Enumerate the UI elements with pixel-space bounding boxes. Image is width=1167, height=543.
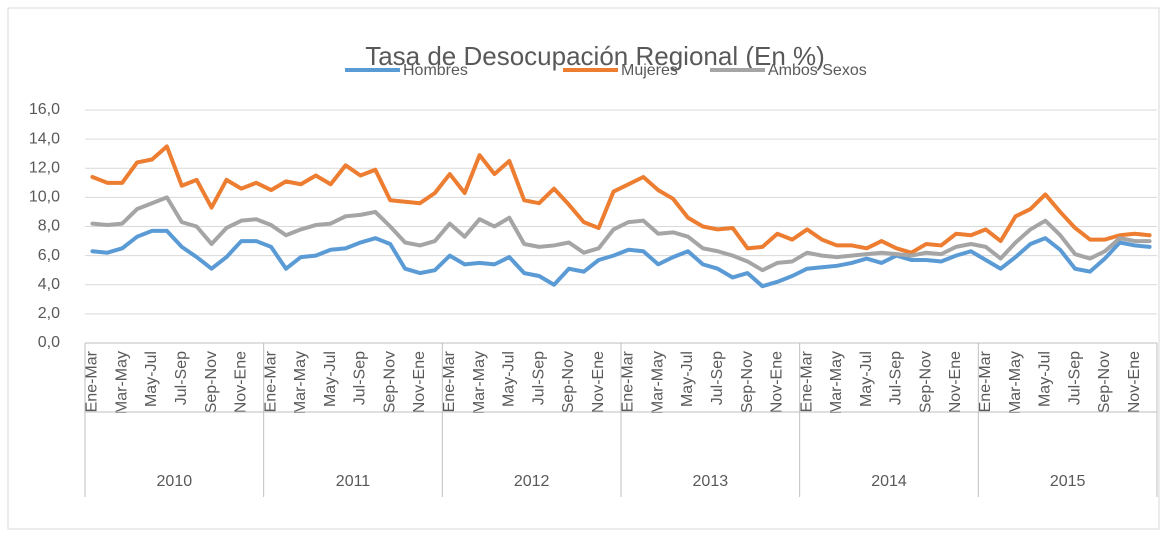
y-tick-label: 16,0 <box>29 101 60 118</box>
x-tick-label: Ene-Mar <box>262 350 279 412</box>
x-tick-label: Ene-Mar <box>84 350 101 412</box>
y-tick-label: 10,0 <box>29 189 60 206</box>
x-tick-label: Nov-Ene <box>769 351 786 413</box>
x-tick-label: Sep-Nov <box>560 351 577 413</box>
x-tick-label: Mar-May <box>471 351 488 414</box>
y-tick-label: 8,0 <box>38 218 60 235</box>
x-tick-label: Ene-Mar <box>798 350 815 412</box>
x-tick-label: Jul-Sep <box>709 351 726 405</box>
x-tick-label: Sep-Nov <box>739 351 756 413</box>
y-tick-label: 12,0 <box>29 159 60 176</box>
series-line <box>90 144 1152 255</box>
x-tick-label: Jul-Sep <box>888 351 905 405</box>
x-tick-label: May-Jul <box>1037 351 1054 407</box>
x-tick-label: Jul-Sep <box>530 351 547 405</box>
x-tick-label: Ene-Mar <box>441 350 458 412</box>
year-label: 2013 <box>693 473 729 490</box>
year-label: 2014 <box>871 473 907 490</box>
chart-title: Tasa de Desocupación Regional (En %) <box>365 41 825 71</box>
x-tick-label: Nov-Ene <box>411 351 428 413</box>
x-tick-label: Sep-Nov <box>1096 351 1113 413</box>
series-line <box>90 195 1152 273</box>
year-label: 2011 <box>336 473 371 490</box>
y-tick-label: 2,0 <box>38 305 60 322</box>
x-tick-label: Nov-Ene <box>590 351 607 413</box>
legend-label: Ambos Sexos <box>768 62 867 79</box>
year-label: 2012 <box>514 473 550 490</box>
y-tick-label: 14,0 <box>29 130 60 147</box>
x-tick-label: Jul-Sep <box>352 351 369 405</box>
x-tick-label: May-Jul <box>858 351 875 407</box>
x-tick-label: Jul-Sep <box>1066 351 1083 405</box>
x-tick-label: Ene-Mar <box>977 350 994 412</box>
y-tick-label: 0,0 <box>38 334 60 351</box>
x-tick-label: May-Jul <box>679 351 696 407</box>
x-tick-label: May-Jul <box>143 351 160 407</box>
legend-label: Mujeres <box>621 62 678 79</box>
x-tick-label: Nov-Ene <box>233 351 250 413</box>
y-tick-label: 4,0 <box>38 276 60 293</box>
x-tick-label: Ene-Mar <box>620 350 637 412</box>
series-line <box>90 228 1152 289</box>
year-label: 2015 <box>1050 473 1086 490</box>
x-tick-label: Mar-May <box>1007 351 1024 414</box>
year-label: 2010 <box>157 473 193 490</box>
x-tick-label: Mar-May <box>649 351 666 414</box>
y-tick-label: 6,0 <box>38 247 60 264</box>
x-tick-label: Mar-May <box>113 351 130 414</box>
x-tick-label: May-Jul <box>322 351 339 407</box>
x-tick-label: Sep-Nov <box>917 351 934 413</box>
x-tick-label: Mar-May <box>828 351 845 414</box>
x-tick-label: May-Jul <box>501 351 518 407</box>
x-tick-label: Nov-Ene <box>947 351 964 413</box>
x-tick-label: Nov-Ene <box>1126 351 1143 413</box>
chart-border <box>7 7 1160 530</box>
x-tick-label: Jul-Sep <box>173 351 190 405</box>
legend-label: Hombres <box>403 62 468 79</box>
x-tick-label: Sep-Nov <box>203 351 220 413</box>
x-tick-label: Sep-Nov <box>381 351 398 413</box>
x-tick-label: Mar-May <box>292 351 309 414</box>
